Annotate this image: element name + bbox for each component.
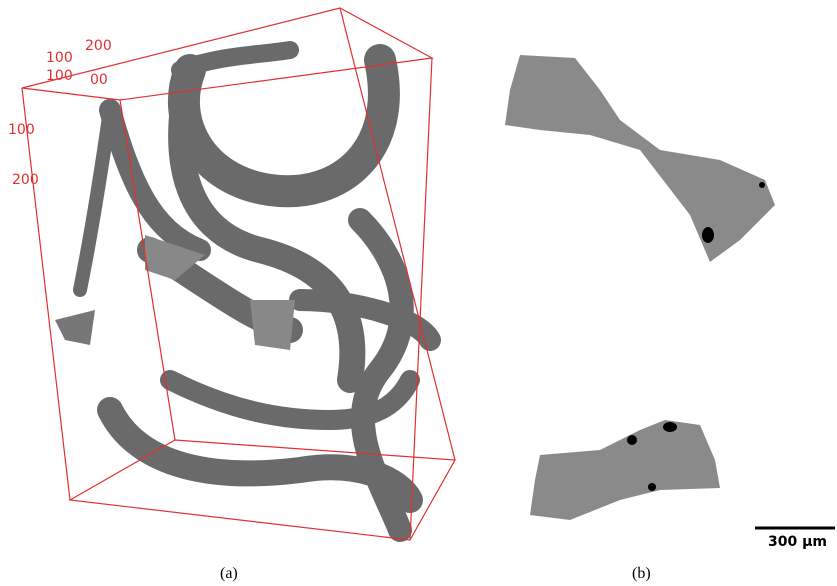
structure-3d — [55, 50, 430, 530]
caption: (b) — [632, 565, 651, 582]
axis-label: 00 — [90, 72, 108, 88]
cross-sections: 300 µm — [505, 55, 835, 550]
axis-label: 200 — [85, 38, 112, 54]
figure: 100 200 100 00 100 200 300 µm (a) (b) — [0, 0, 837, 586]
axis-label: 100 — [8, 122, 35, 138]
axis-label: 100 — [46, 50, 73, 66]
axis-label: 100 — [46, 68, 73, 84]
axis-label: 200 — [12, 172, 39, 188]
caption: (a) — [220, 565, 238, 582]
scale-label: 300 µm — [768, 534, 827, 550]
